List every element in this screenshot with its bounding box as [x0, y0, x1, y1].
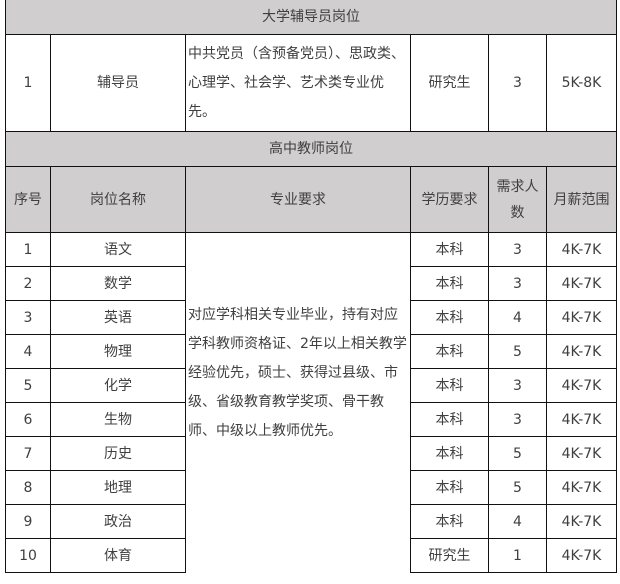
cell-edu: 本科 — [410, 436, 489, 471]
table-row: 6 生物 本科 3 4K-7K — [5, 402, 617, 437]
cell-count: 5 — [488, 436, 547, 471]
cell-count: 3 — [488, 368, 547, 403]
cell-salary: 4K-7K — [546, 232, 617, 267]
table-row: 1 语文 对应学科相关专业毕业，持有对应学科教师资格证、2年以上相关教学经验优先，硕… — [5, 232, 617, 573]
header-edu: 学历要求 — [410, 166, 489, 233]
header-name: 岗位名称 — [50, 166, 186, 233]
cell-salary: 4K-7K — [546, 334, 617, 369]
header-row: 序号 岗位名称 专业要求 学历要求 需求人数 月薪范围 — [5, 166, 617, 233]
cell-no: 1 — [5, 232, 51, 267]
cell-no: 10 — [5, 538, 51, 573]
cell-no: 3 — [5, 300, 51, 335]
cell-edu: 本科 — [410, 504, 489, 539]
cell-edu: 研究生 — [410, 34, 489, 132]
header-major: 专业要求 — [185, 166, 411, 233]
cell-edu: 本科 — [410, 266, 489, 301]
cell-salary: 5K-8K — [546, 34, 617, 132]
cell-count: 5 — [488, 334, 547, 369]
cell-name: 生物 — [50, 402, 186, 437]
cell-no: 6 — [5, 402, 51, 437]
cell-no: 7 — [5, 436, 51, 471]
cell-edu: 本科 — [410, 402, 489, 437]
cell-salary: 4K-7K — [546, 436, 617, 471]
cell-name: 政治 — [50, 504, 186, 539]
section-title-row: 大学辅导员岗位 — [5, 0, 617, 35]
section-title-row: 高中教师岗位 — [5, 131, 617, 167]
cell-edu: 本科 — [410, 300, 489, 335]
cell-salary: 4K-7K — [546, 266, 617, 301]
cell-salary: 4K-7K — [546, 300, 617, 335]
cell-count: 1 — [488, 538, 547, 573]
cell-salary: 4K-7K — [546, 402, 617, 437]
cell-name: 体育 — [50, 538, 186, 573]
cell-name: 地理 — [50, 470, 186, 505]
cell-edu: 研究生 — [410, 538, 489, 573]
cell-major-merged: 对应学科相关专业毕业，持有对应学科教师资格证、2年以上相关教学经验优先，硕士、获… — [185, 232, 411, 573]
header-count: 需求人数 — [488, 166, 547, 233]
cell-salary: 4K-7K — [546, 470, 617, 505]
header-salary: 月薪范围 — [546, 166, 617, 233]
cell-edu: 本科 — [410, 334, 489, 369]
cell-no: 9 — [5, 504, 51, 539]
cell-count: 3 — [488, 402, 547, 437]
major-requirement-text: 对应学科相关专业毕业，持有对应学科教师资格证、2年以上相关教学经验优先，硕士、获… — [188, 307, 407, 440]
cell-edu: 本科 — [410, 470, 489, 505]
cell-edu: 本科 — [410, 232, 489, 267]
header-no: 序号 — [5, 166, 51, 233]
cell-count: 4 — [488, 504, 547, 539]
table-row: 10 体育 研究生 1 4K-7K — [5, 538, 617, 573]
cell-name: 英语 — [50, 300, 186, 335]
cell-name: 语文 — [50, 232, 186, 267]
table-row: 2 数学 本科 3 4K-7K — [5, 266, 617, 301]
recruitment-table: 大学辅导员岗位 1 辅导员 中共党员（含预备党员）、思政类、心理学、社会学、艺术… — [5, 0, 617, 573]
cell-name: 数学 — [50, 266, 186, 301]
section-title-university: 大学辅导员岗位 — [5, 0, 617, 35]
cell-count: 3 — [488, 34, 547, 132]
cell-no: 1 — [5, 34, 51, 132]
cell-edu: 本科 — [410, 368, 489, 403]
cell-salary: 4K-7K — [546, 538, 617, 573]
cell-count: 4 — [488, 300, 547, 335]
cell-no: 8 — [5, 470, 51, 505]
cell-salary: 4K-7K — [546, 368, 617, 403]
section-title-highschool: 高中教师岗位 — [5, 131, 617, 167]
cell-name: 物理 — [50, 334, 186, 369]
cell-salary: 4K-7K — [546, 504, 617, 539]
cell-name: 化学 — [50, 368, 186, 403]
cell-no: 5 — [5, 368, 51, 403]
cell-count: 3 — [488, 266, 547, 301]
cell-name: 辅导员 — [50, 34, 186, 132]
cell-name: 历史 — [50, 436, 186, 471]
cell-count: 3 — [488, 232, 547, 267]
table-row: 1 辅导员 中共党员（含预备党员）、思政类、心理学、社会学、艺术类专业优先。 研… — [5, 34, 617, 132]
cell-major: 中共党员（含预备党员）、思政类、心理学、社会学、艺术类专业优先。 — [185, 34, 411, 132]
cell-count: 5 — [488, 470, 547, 505]
cell-no: 2 — [5, 266, 51, 301]
cell-no: 4 — [5, 334, 51, 369]
